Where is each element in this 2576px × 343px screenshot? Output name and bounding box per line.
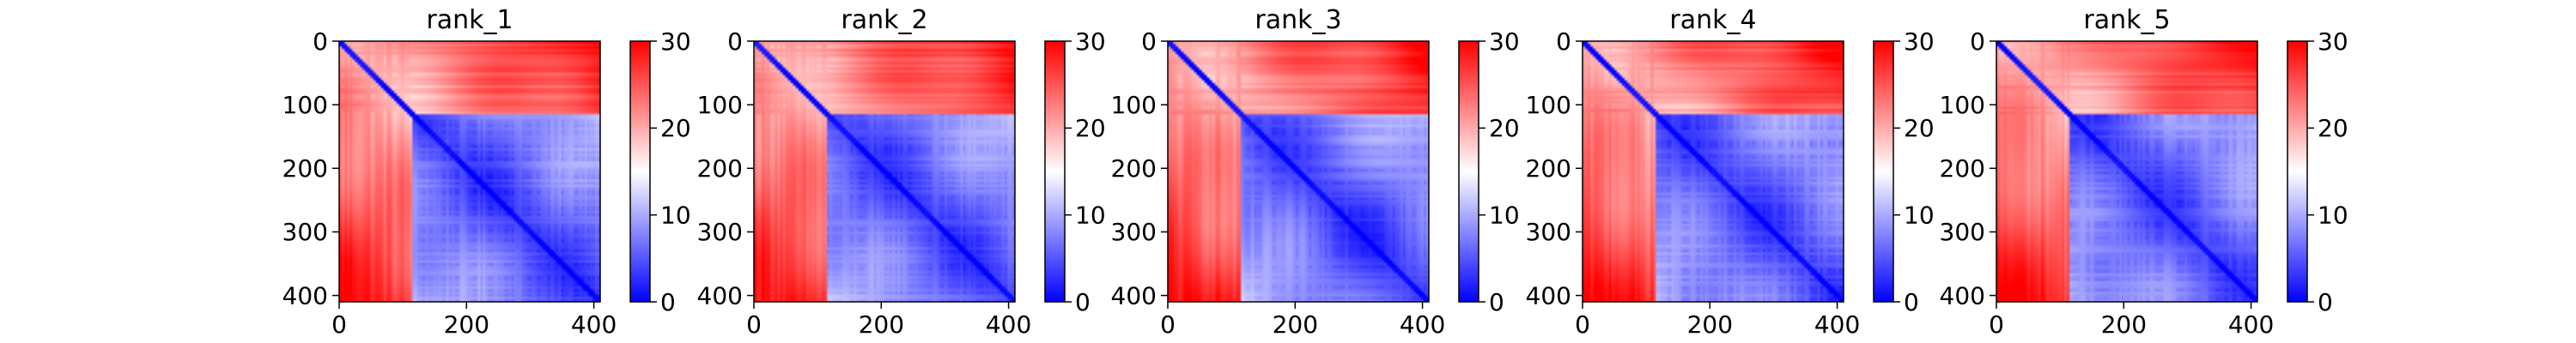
heatmap-image: [1583, 41, 1844, 302]
colorbar-tick-label: 10: [1075, 201, 1106, 229]
colorbar-tick-label: 0: [1904, 288, 1919, 316]
colorbar: [1044, 40, 1066, 303]
colorbar: [1873, 40, 1894, 303]
x-tick-label: 400: [1400, 310, 1445, 339]
colorbar-tick-label: 30: [1075, 27, 1106, 56]
panel-title: rank_4: [1669, 5, 1756, 35]
colorbar-tick-label: 10: [1904, 201, 1935, 229]
panel-title: rank_1: [426, 5, 513, 35]
y-tick-label: 300: [1526, 218, 1571, 246]
y-tick-label: 400: [697, 281, 743, 310]
y-tick-label: 100: [1940, 91, 1985, 119]
y-tick-label: 0: [313, 27, 328, 56]
colorbar-tick-label: 20: [660, 114, 691, 142]
colorbar-tick-label: 20: [1904, 114, 1935, 142]
y-tick-label: 0: [1970, 27, 1985, 56]
x-tick-label: 200: [859, 310, 904, 339]
y-tick-label: 100: [1526, 91, 1571, 119]
colorbar-tick-label: 20: [1075, 114, 1106, 142]
x-tick-label: 400: [2228, 310, 2274, 339]
y-tick-label: 0: [1556, 27, 1571, 56]
heatmap-canvas: [754, 41, 1015, 302]
x-tick-label: 200: [2101, 310, 2147, 339]
x-tick-label: 200: [444, 310, 489, 339]
colorbar-tick-label: 20: [1489, 114, 1520, 142]
axes-frame: [1996, 40, 2258, 303]
x-tick-label: 400: [1814, 310, 1860, 339]
y-tick-label: 400: [1111, 281, 1157, 310]
y-tick-label: 300: [697, 218, 743, 246]
y-tick-label: 400: [283, 281, 328, 310]
colorbar-tick-label: 10: [660, 201, 691, 229]
colorbar-tick-label: 20: [2318, 114, 2348, 142]
x-tick-label: 200: [1273, 310, 1318, 339]
heatmap-canvas: [1583, 41, 1844, 302]
y-tick-label: 300: [283, 218, 328, 246]
panel-title: rank_2: [841, 5, 927, 35]
colorbar-tick-label: 30: [1904, 27, 1935, 56]
axes-frame: [753, 40, 1016, 303]
colorbar: [1458, 40, 1479, 303]
colorbar-tick-label: 30: [2318, 27, 2348, 56]
y-tick-label: 200: [697, 154, 743, 183]
panel-title: rank_5: [2083, 5, 2170, 35]
y-tick-label: 400: [1940, 281, 1985, 310]
colorbar-tick-label: 10: [2318, 201, 2348, 229]
x-tick-label: 200: [1687, 310, 1733, 339]
y-tick-label: 0: [1141, 27, 1157, 56]
heatmap-image: [754, 41, 1015, 302]
colorbar-tick-label: 30: [1489, 27, 1520, 56]
y-tick-label: 300: [1111, 218, 1157, 246]
y-tick-label: 200: [1111, 154, 1157, 183]
heatmap-image: [1168, 41, 1429, 302]
x-tick-label: 0: [1575, 310, 1590, 339]
x-tick-label: 0: [1989, 310, 2004, 339]
colorbar-tick-label: 0: [2318, 288, 2333, 316]
heatmap-image: [339, 41, 600, 302]
panel-title: rank_3: [1255, 5, 1341, 35]
axes-frame: [338, 40, 601, 303]
y-tick-label: 400: [1526, 281, 1571, 310]
heatmap-image: [1996, 41, 2257, 302]
heatmap-canvas: [1168, 41, 1429, 302]
x-tick-label: 0: [746, 310, 762, 339]
colorbar: [629, 40, 651, 303]
y-tick-label: 100: [1111, 91, 1157, 119]
y-tick-label: 200: [283, 154, 328, 183]
colorbar-tick-label: 0: [1489, 288, 1504, 316]
colorbar-tick-label: 0: [1075, 288, 1091, 316]
y-tick-label: 200: [1940, 154, 1985, 183]
y-tick-label: 100: [283, 91, 328, 119]
y-tick-label: 100: [697, 91, 743, 119]
x-tick-label: 400: [986, 310, 1031, 339]
colorbar-tick-label: 10: [1489, 201, 1520, 229]
x-tick-label: 0: [1160, 310, 1176, 339]
axes-frame: [1167, 40, 1430, 303]
heatmap-canvas: [339, 41, 600, 302]
axes-frame: [1582, 40, 1844, 303]
x-tick-label: 400: [571, 310, 617, 339]
y-tick-label: 0: [727, 27, 743, 56]
colorbar-tick-label: 0: [660, 288, 676, 316]
heatmap-canvas: [1996, 41, 2257, 302]
colorbar-tick-label: 30: [660, 27, 691, 56]
y-tick-label: 200: [1526, 154, 1571, 183]
colorbar: [2287, 40, 2308, 303]
x-tick-label: 0: [331, 310, 347, 339]
y-tick-label: 300: [1940, 218, 1985, 246]
